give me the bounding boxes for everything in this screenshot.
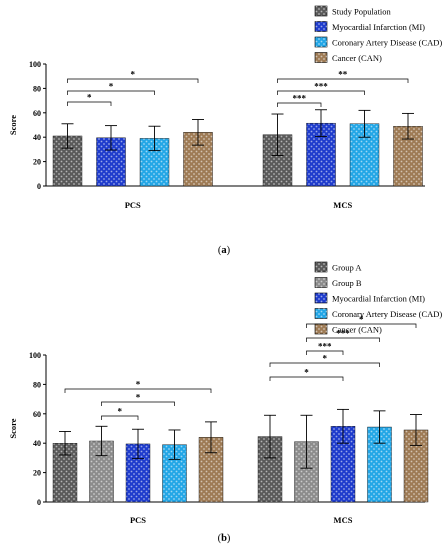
significance-label: *** <box>293 94 307 104</box>
y-tick-label: 60 <box>33 410 41 419</box>
significance-bracket <box>277 90 365 95</box>
legend-label: Study Population <box>332 7 392 17</box>
significance-label: *** <box>336 329 350 339</box>
legend-label: Myocardial Infarction (MI) <box>332 294 425 304</box>
legend-label: Group A <box>332 263 362 273</box>
significance-bracket <box>277 78 409 83</box>
chart-caption: (b) <box>218 533 231 544</box>
significance-label: * <box>109 82 114 92</box>
y-tick-label: 80 <box>33 84 41 93</box>
significance-bracket <box>277 102 322 107</box>
significance-bracket <box>269 376 344 381</box>
legend-label: Group B <box>332 278 362 288</box>
significance-label: *** <box>314 82 328 92</box>
significance-bracket <box>101 401 175 406</box>
legend-label: Myocardial Infarction (MI) <box>332 22 425 32</box>
legend-swatch-pattern <box>315 52 327 63</box>
significance-bracket <box>306 350 344 355</box>
y-tick-label: 20 <box>33 158 41 167</box>
chart-a: Study Population Myocardial Infarction (M… <box>8 5 442 256</box>
significance-bracket <box>269 362 380 367</box>
chart-caption: (a) <box>218 245 231 256</box>
significance-bracket <box>64 388 212 393</box>
significance-bracket <box>306 337 380 342</box>
y-tick-label: 100 <box>29 351 41 360</box>
y-tick-label: 80 <box>33 380 41 389</box>
significance-bracket <box>306 323 417 328</box>
significance-label: * <box>304 368 309 378</box>
y-tick-label: 40 <box>33 439 41 448</box>
legend-swatch-pattern <box>315 21 327 32</box>
y-tick-label: 100 <box>29 60 41 69</box>
significance-label: * <box>136 380 141 390</box>
category-label: PCS <box>125 200 141 210</box>
significance-bracket <box>67 101 112 106</box>
category-label: MCS <box>333 200 352 210</box>
category-label: PCS <box>130 515 146 525</box>
legend-label: Coronary Artery Disease (CAD) <box>332 38 442 48</box>
legend-swatch-pattern <box>315 293 327 303</box>
category-label: MCS <box>334 515 353 525</box>
significance-label: *** <box>318 342 332 352</box>
y-tick-label: 40 <box>33 133 41 142</box>
legend-label: Cancer (CAN) <box>332 53 382 63</box>
significance-label: * <box>136 393 141 403</box>
significance-label: * <box>131 70 136 80</box>
legend-swatch-pattern <box>315 37 327 47</box>
legend-swatch-pattern <box>315 262 327 272</box>
y-tick-label: 60 <box>33 109 41 118</box>
significance-label: ** <box>338 70 348 80</box>
significance-bracket <box>101 415 139 420</box>
significance-bracket <box>67 90 155 95</box>
y-axis-label: Score <box>8 115 18 135</box>
legend-swatch-pattern <box>315 324 327 334</box>
significance-label: * <box>359 315 364 325</box>
legend-swatch-pattern <box>315 6 327 16</box>
legend-swatch-pattern <box>315 277 327 288</box>
significance-label: * <box>118 407 123 417</box>
legend-label: Cancer (CAN) <box>332 325 382 335</box>
y-tick-label: 0 <box>37 498 41 507</box>
y-axis-label: Score <box>8 418 18 438</box>
significance-bracket <box>67 78 199 83</box>
y-tick-label: 20 <box>33 469 41 478</box>
legend-swatch-pattern <box>315 308 327 319</box>
legend-label: Coronary Artery Disease (CAD) <box>332 309 442 319</box>
significance-label: * <box>87 93 92 103</box>
y-tick-label: 0 <box>37 182 41 191</box>
chart-b: Group A Group B Myocardial Infarction (MI)… <box>8 261 442 544</box>
significance-label: * <box>323 354 328 364</box>
